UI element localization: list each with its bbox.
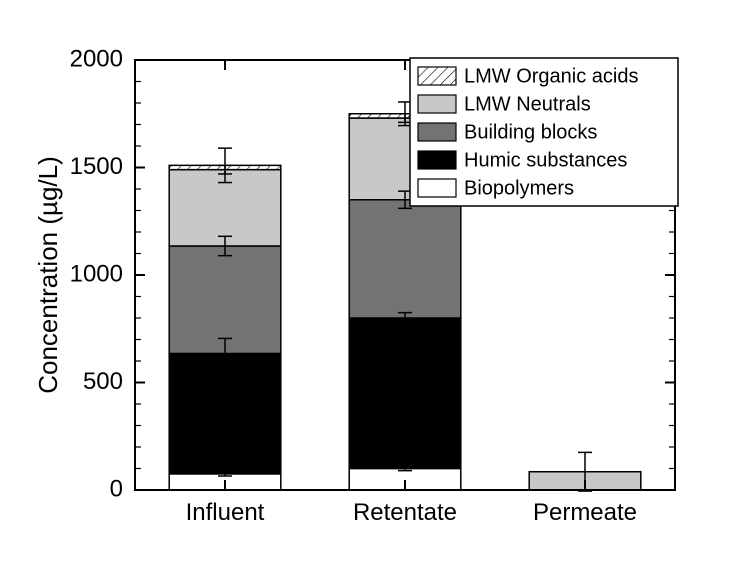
bar-segment-building_blocks bbox=[349, 200, 461, 318]
legend-swatch-biopolymers bbox=[418, 179, 456, 197]
bar-segment-humic bbox=[169, 353, 281, 473]
y-tick-label: 500 bbox=[83, 368, 123, 395]
chart-svg: 0 500 1000 1500 2000 Concentration (µg/L) Infl… bbox=[0, 0, 752, 580]
legend-label: LMW Organic acids bbox=[464, 65, 639, 87]
legend-swatch-building_blocks bbox=[418, 123, 456, 141]
y-axis-label: Concentration (µg/L) bbox=[33, 156, 63, 394]
legend-swatch-humic bbox=[418, 151, 456, 169]
y-tick-label: 1500 bbox=[70, 153, 123, 180]
stacked-bar-chart: 0 500 1000 1500 2000 Concentration (µg/L) Infl… bbox=[0, 0, 752, 580]
legend-swatch-lmw_org_acids bbox=[418, 67, 456, 85]
bar-segment-humic bbox=[349, 318, 461, 469]
legend-label: Humic substances bbox=[464, 149, 627, 171]
y-tick-label: 0 bbox=[110, 475, 123, 502]
x-tick-label: Retentate bbox=[353, 499, 457, 526]
y-tick-label: 1000 bbox=[70, 260, 123, 287]
bar-segment-building_blocks bbox=[169, 246, 281, 354]
legend-label: Building blocks bbox=[464, 121, 597, 143]
legend-swatch-lmw_neutrals bbox=[418, 95, 456, 113]
x-tick-label: Permeate bbox=[533, 499, 637, 526]
legend-label: LMW Neutrals bbox=[464, 93, 591, 115]
x-tick-label: Influent bbox=[186, 499, 265, 526]
legend-label: Biopolymers bbox=[464, 177, 574, 199]
y-tick-label: 2000 bbox=[70, 45, 123, 72]
